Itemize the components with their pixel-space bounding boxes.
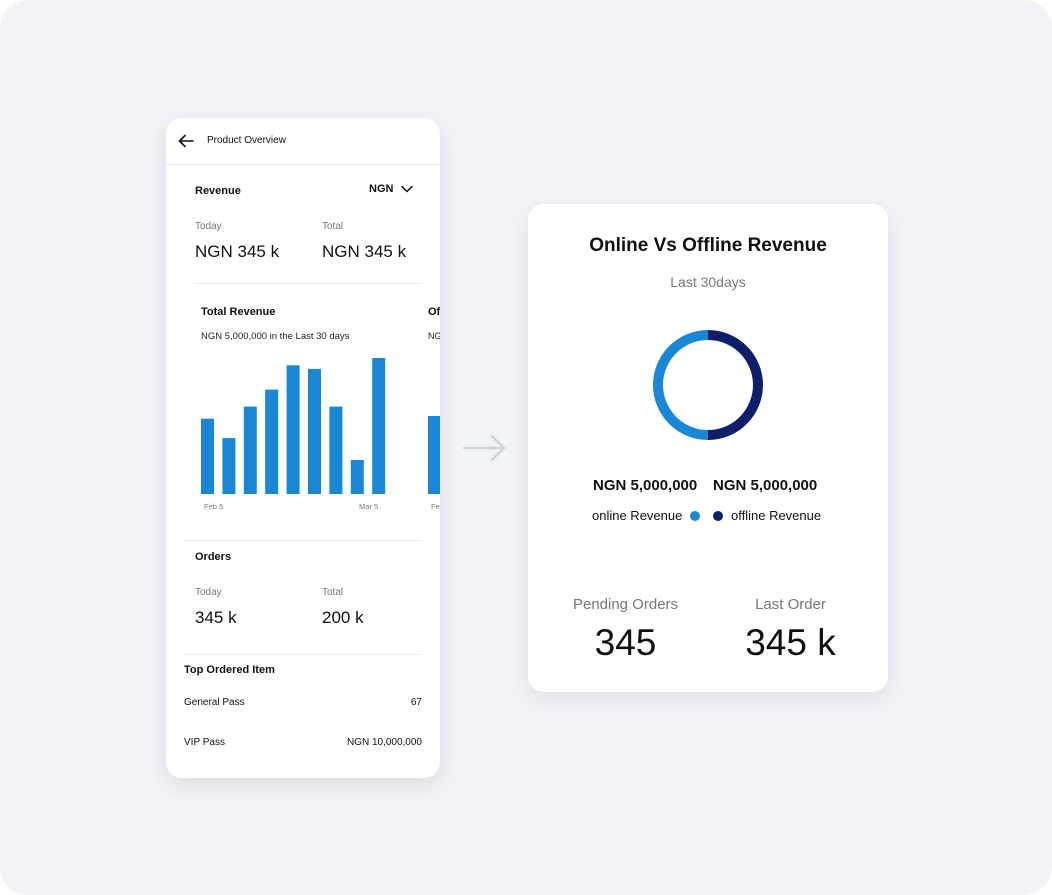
total-revenue-subtitle: NGN 5,000,000 in the Last 30 days xyxy=(201,331,350,342)
total-revenue-bar-chart: Feb 5 Mar 5 Fe xyxy=(201,358,440,511)
revenue-bar xyxy=(243,406,257,494)
total-revenue-title: Total Revenue xyxy=(201,306,276,318)
x-tick-label: Mar 5 xyxy=(359,502,378,511)
divider xyxy=(184,654,422,655)
top-item-value: 67 xyxy=(410,697,422,708)
donut-slice-online xyxy=(653,330,709,440)
card-title: Online Vs Offline Revenue xyxy=(589,235,827,256)
revenue-bar xyxy=(222,438,236,494)
online-dot-icon xyxy=(690,510,701,521)
top-item-name: General Pass xyxy=(184,697,245,708)
arrow-right-icon xyxy=(463,434,506,462)
top-item-value: NGN 10,000,000 xyxy=(346,737,422,748)
revenue-label: Revenue xyxy=(195,185,241,197)
revenue-bar xyxy=(201,418,214,494)
orders-today-label: Today xyxy=(195,587,222,598)
revenue-total-value: NGN 345 k xyxy=(322,242,407,261)
orders-total-label: Total xyxy=(322,587,344,598)
revenue-bar xyxy=(329,406,343,494)
revenue-today-value: NGN 345 k xyxy=(195,242,280,261)
legend-online: online Revenue xyxy=(592,508,701,523)
offline-dot-icon xyxy=(713,510,723,521)
online-vs-offline-card: Online Vs Offline Revenue Last 30days NG… xyxy=(528,204,888,692)
last-order-label: Last Order xyxy=(755,596,826,613)
next-chart-bar-clipped xyxy=(428,416,440,494)
pending-orders-label: Pending Orders xyxy=(572,596,679,613)
next-chart-tick-clipped: Fe xyxy=(431,502,440,511)
last-order-value: 345 k xyxy=(745,622,836,663)
revenue-bar xyxy=(350,460,364,494)
arrow-left-icon[interactable] xyxy=(178,134,194,148)
donut-slice-offline xyxy=(707,330,763,440)
x-tick-label: Feb 5 xyxy=(204,502,223,511)
revenue-bar xyxy=(308,368,321,494)
revenue-bar xyxy=(372,358,386,494)
revenue-donut-chart xyxy=(653,330,763,440)
offline-revenue-amount: NGN 5,000,000 xyxy=(713,477,818,494)
legend-online-label: online Revenue xyxy=(592,508,683,523)
revenue-bar xyxy=(286,365,300,494)
divider xyxy=(184,540,422,541)
next-chart-subtitle-clipped: NG xyxy=(428,331,440,341)
page-title: Product Overview xyxy=(207,135,286,146)
chevron-down-icon xyxy=(401,185,414,193)
divider xyxy=(195,283,422,284)
revenue-bar xyxy=(265,389,279,494)
legend-offline-label: offline Revenue xyxy=(731,508,822,523)
orders-today-value: 345 k xyxy=(195,608,237,627)
legend-offline: offline Revenue xyxy=(713,508,821,523)
pending-orders-value: 345 xyxy=(594,622,657,663)
product-overview-phone: Product Overview Revenue NGN Today NGN 3… xyxy=(166,118,440,778)
currency-dropdown[interactable]: NGN xyxy=(369,183,414,195)
currency-value: NGN xyxy=(369,183,394,195)
top-ordered-label: Top Ordered Item xyxy=(184,664,275,676)
phone-header: Product Overview xyxy=(166,118,440,165)
card-subtitle: Last 30days xyxy=(670,274,746,290)
revenue-today-label: Today xyxy=(195,221,222,232)
revenue-total-label: Total xyxy=(322,221,344,232)
top-item-name: VIP Pass xyxy=(184,737,225,748)
orders-total-value: 200 k xyxy=(322,608,364,627)
orders-label: Orders xyxy=(195,551,232,563)
next-chart-title-clipped: Of xyxy=(428,306,440,318)
online-revenue-amount: NGN 5,000,000 xyxy=(593,477,698,494)
